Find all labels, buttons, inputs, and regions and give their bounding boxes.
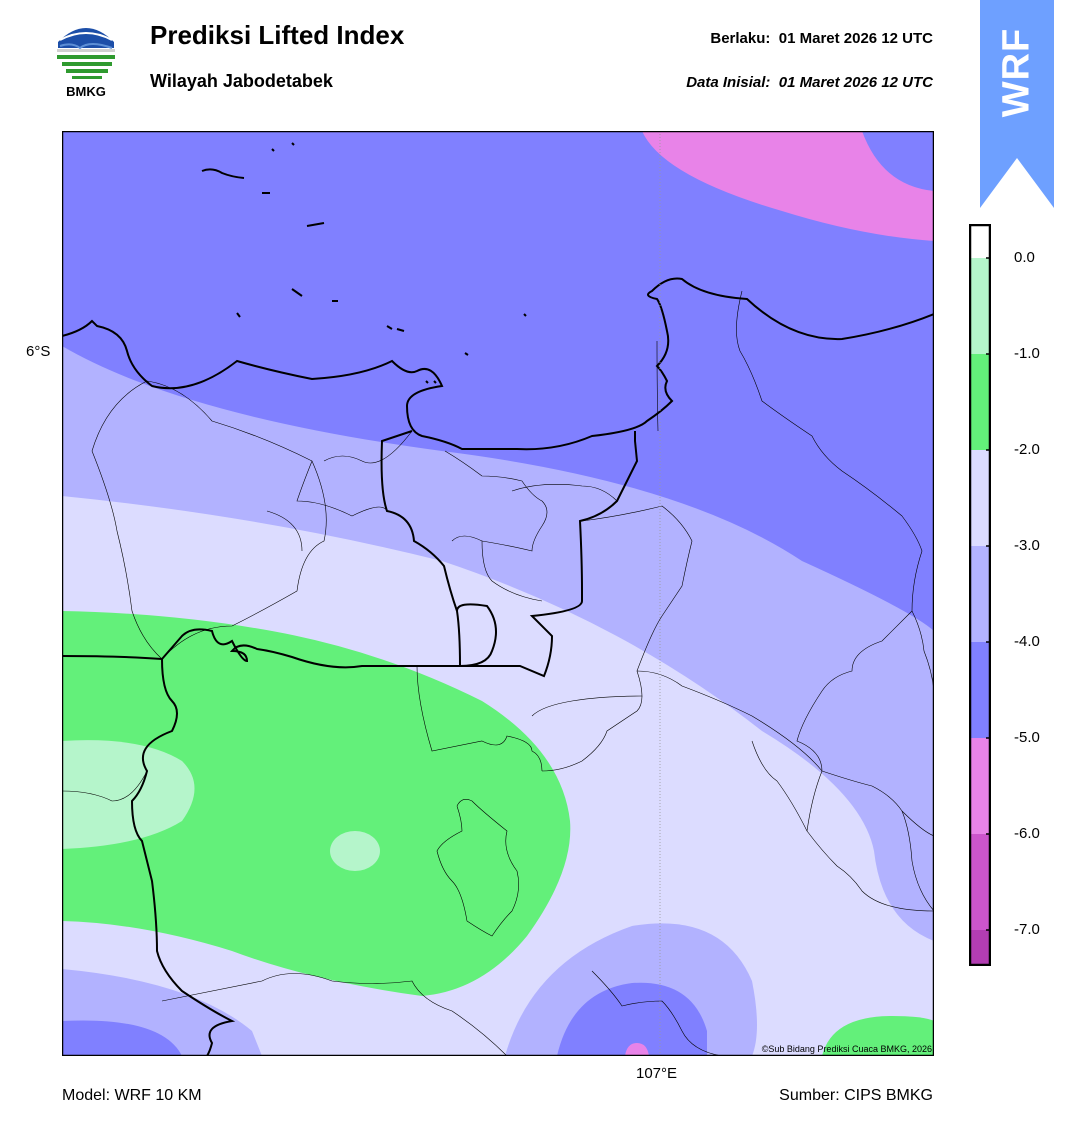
- copyright-text: ©Sub Bidang Prediksi Cuaca BMKG, 2026: [761, 1044, 932, 1054]
- field-level-1-2: [62, 611, 571, 996]
- colorbar-segment: [969, 834, 991, 930]
- colorbar-frame: [969, 224, 991, 966]
- colorbar: [969, 224, 991, 966]
- colorbar-tick-label: -5.0: [1014, 729, 1040, 746]
- init-time: Data Inisial: 01 Maret 2026 12 UTC: [560, 74, 933, 91]
- latitude-label: 6°S: [26, 343, 51, 360]
- colorbar-tick-label: -3.0: [1014, 537, 1040, 554]
- bmkg-logo: [55, 23, 117, 85]
- colorbar-tick-label: 0.0: [1014, 249, 1035, 266]
- coastline: [62, 277, 934, 451]
- colorbar-segment: [969, 546, 991, 642]
- init-value: 01 Maret 2026 12 UTC: [778, 74, 933, 91]
- longitude-label: 107°E: [636, 1065, 678, 1082]
- valid-label: Berlaku:: [710, 30, 771, 47]
- colorbar-tick-label: -6.0: [1014, 825, 1040, 842]
- regency-borders: [62, 290, 934, 1056]
- lifted-index-map: [62, 131, 934, 1056]
- colorbar-tick-label: -1.0: [1014, 345, 1040, 362]
- wrf-badge: [980, 0, 1054, 208]
- wrf-badge-label-wrap: WRF: [980, 6, 1054, 138]
- islands: [201, 142, 527, 384]
- colorbar-segment: [969, 224, 991, 258]
- page-subtitle: Wilayah Jabodetabek: [150, 71, 333, 91]
- wrf-badge-label: WRF: [995, 27, 1038, 117]
- colorbar-segment: [969, 642, 991, 738]
- colorbar-segment: [969, 930, 991, 966]
- colorbar-segment: [969, 354, 991, 450]
- colorbar-tick-label: -4.0: [1014, 633, 1040, 650]
- model-text: Model: WRF 10 KM: [62, 1087, 202, 1104]
- field-level-5-6: [642, 131, 934, 241]
- source-text: Sumber: CIPS BMKG: [779, 1087, 933, 1104]
- colorbar-tick-label: -7.0: [1014, 921, 1040, 938]
- valid-time: Berlaku: 01 Maret 2026 12 UTC: [560, 30, 933, 47]
- colorbar-tick-label: -2.0: [1014, 441, 1040, 458]
- province-border-west: [62, 628, 460, 669]
- colorbar-segment: [969, 258, 991, 354]
- field-level-0-1: [62, 740, 195, 849]
- province-border: [380, 430, 639, 678]
- colorbar-segment: [969, 738, 991, 834]
- init-label: Data Inisial:: [686, 74, 771, 91]
- colorbar-segment: [969, 450, 991, 546]
- logo-text: BMKG: [66, 84, 106, 99]
- valid-value: 01 Maret 2026 12 UTC: [778, 30, 933, 47]
- page-title: Prediksi Lifted Index: [150, 20, 405, 50]
